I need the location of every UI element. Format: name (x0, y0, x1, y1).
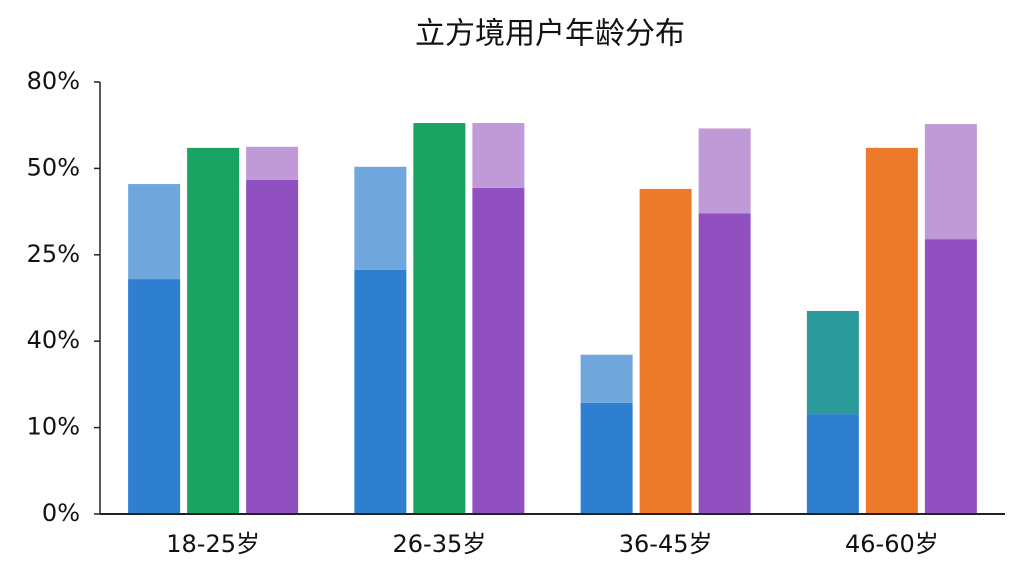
bar-segment (580, 354, 633, 403)
x-tick-label: 26-35岁 (393, 530, 487, 558)
bar-segment (698, 128, 751, 214)
bar-segment (580, 402, 633, 514)
bar-segment (246, 179, 299, 515)
bar-segment (128, 279, 181, 514)
bar-segment (472, 123, 525, 188)
bar-segment (698, 213, 751, 514)
y-tick-label: 0% (42, 499, 80, 527)
bar-segment (128, 184, 181, 280)
bar-segment (187, 147, 240, 514)
y-tick-label: 10% (27, 413, 80, 441)
bar-segment (806, 414, 859, 514)
bar-segment (354, 166, 407, 270)
bar-segment (246, 146, 299, 180)
y-tick-label: 50% (27, 153, 80, 181)
bar-segment (865, 147, 918, 514)
y-tick-label: 40% (27, 326, 80, 354)
x-tick-label: 46-60岁 (845, 530, 939, 558)
bar-segment (924, 239, 977, 514)
bar-segment (639, 188, 692, 515)
bar-segment (924, 124, 977, 240)
y-tick-label: 80% (27, 67, 80, 95)
chart-title: 立方境用户年龄分布 (415, 17, 685, 52)
bar-segment (354, 269, 407, 514)
y-tick-label: 25% (27, 240, 80, 268)
bar-segment (806, 310, 859, 415)
x-tick-label: 36-45岁 (619, 530, 713, 558)
bar-segment (413, 123, 466, 514)
x-tick-label: 18-25岁 (166, 530, 260, 558)
bar-segment (472, 187, 525, 514)
